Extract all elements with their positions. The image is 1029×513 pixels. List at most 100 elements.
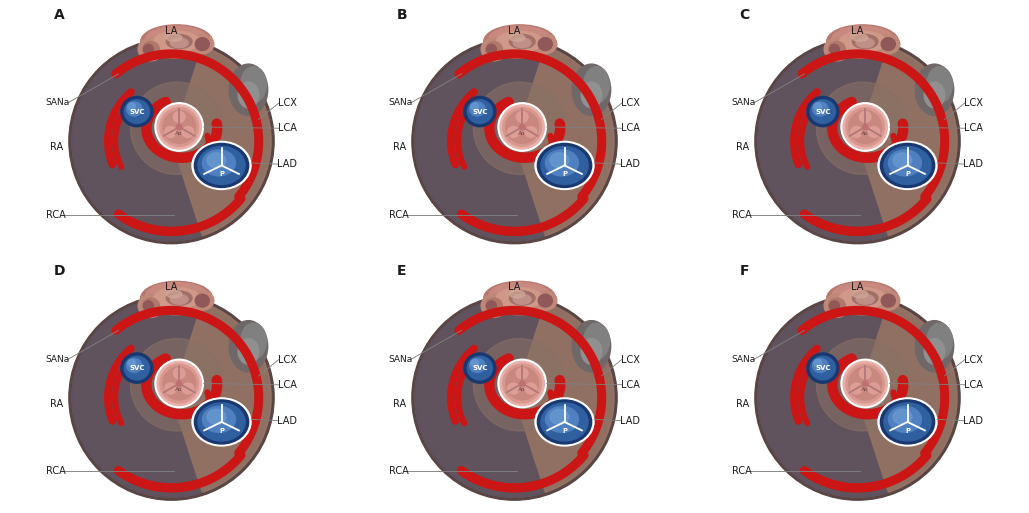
Ellipse shape [146, 283, 208, 308]
Ellipse shape [138, 294, 164, 317]
Ellipse shape [881, 400, 934, 444]
Ellipse shape [241, 323, 267, 359]
Ellipse shape [572, 321, 610, 372]
Ellipse shape [198, 146, 245, 185]
Ellipse shape [198, 403, 245, 441]
Ellipse shape [143, 42, 159, 57]
Text: LCX: LCX [278, 98, 297, 108]
Polygon shape [514, 303, 614, 492]
Text: P: P [906, 428, 910, 434]
Ellipse shape [927, 67, 953, 103]
Ellipse shape [538, 38, 553, 51]
Ellipse shape [534, 34, 557, 54]
Text: SVC: SVC [129, 365, 145, 371]
Ellipse shape [583, 67, 609, 103]
Text: LA: LA [508, 283, 521, 292]
Text: B: B [396, 8, 407, 22]
Text: RA: RA [393, 143, 405, 152]
Ellipse shape [859, 111, 871, 122]
Circle shape [157, 361, 202, 406]
Circle shape [155, 103, 204, 151]
Circle shape [131, 82, 223, 174]
Ellipse shape [927, 323, 953, 359]
Ellipse shape [141, 25, 213, 58]
Circle shape [498, 103, 546, 151]
Text: SANa: SANa [46, 354, 70, 364]
Text: RA: RA [49, 143, 63, 152]
Ellipse shape [826, 25, 898, 58]
Ellipse shape [878, 398, 937, 446]
Text: Ao: Ao [176, 387, 183, 392]
Ellipse shape [170, 294, 188, 304]
Text: LAD: LAD [277, 159, 297, 169]
Text: LCX: LCX [278, 354, 297, 365]
Text: P: P [906, 171, 910, 177]
Ellipse shape [877, 291, 899, 310]
Text: LAD: LAD [277, 416, 297, 426]
Text: SVC: SVC [472, 365, 488, 371]
Text: LA: LA [166, 283, 178, 292]
Text: Ao: Ao [861, 387, 868, 392]
Circle shape [72, 42, 271, 241]
Circle shape [157, 105, 202, 149]
Text: LCX: LCX [964, 98, 983, 108]
Polygon shape [172, 46, 271, 236]
Ellipse shape [241, 67, 267, 103]
Ellipse shape [583, 323, 609, 359]
Ellipse shape [541, 403, 589, 441]
Ellipse shape [888, 150, 922, 176]
Ellipse shape [829, 301, 840, 311]
Ellipse shape [856, 294, 875, 304]
Ellipse shape [486, 42, 502, 57]
Ellipse shape [813, 359, 828, 372]
Circle shape [473, 339, 566, 431]
Ellipse shape [877, 34, 899, 54]
Ellipse shape [893, 153, 912, 168]
Ellipse shape [829, 44, 840, 54]
Circle shape [849, 367, 882, 400]
Circle shape [506, 367, 538, 400]
Ellipse shape [238, 82, 258, 108]
Ellipse shape [535, 142, 594, 189]
Circle shape [177, 381, 182, 386]
Ellipse shape [824, 38, 850, 61]
Circle shape [69, 38, 274, 244]
Text: RCA: RCA [389, 210, 409, 220]
Ellipse shape [238, 339, 258, 364]
Ellipse shape [824, 294, 850, 317]
Ellipse shape [482, 38, 507, 61]
Text: LAD: LAD [963, 159, 983, 169]
Text: RA: RA [393, 399, 405, 409]
Circle shape [155, 359, 204, 408]
Ellipse shape [828, 42, 845, 57]
Ellipse shape [469, 359, 485, 372]
Text: SANa: SANa [389, 98, 413, 107]
Ellipse shape [489, 283, 551, 308]
Circle shape [498, 359, 546, 408]
Circle shape [412, 38, 617, 244]
Text: LCX: LCX [622, 98, 640, 108]
Ellipse shape [120, 353, 153, 383]
Text: RCA: RCA [46, 210, 66, 220]
Ellipse shape [924, 82, 945, 108]
Text: LCA: LCA [278, 380, 297, 390]
Text: LCA: LCA [622, 380, 640, 390]
Ellipse shape [229, 64, 268, 115]
Ellipse shape [541, 146, 589, 185]
Circle shape [415, 42, 614, 241]
Ellipse shape [852, 34, 878, 49]
Ellipse shape [881, 38, 895, 51]
Ellipse shape [852, 291, 878, 305]
Circle shape [473, 82, 566, 174]
Ellipse shape [167, 290, 182, 298]
Ellipse shape [497, 288, 542, 308]
Ellipse shape [497, 31, 542, 52]
Ellipse shape [484, 25, 556, 58]
Circle shape [159, 364, 199, 403]
Circle shape [506, 111, 538, 143]
Text: LA: LA [851, 283, 863, 292]
Ellipse shape [807, 353, 839, 383]
Polygon shape [72, 42, 203, 241]
Circle shape [849, 111, 882, 143]
Text: LCX: LCX [964, 354, 983, 365]
